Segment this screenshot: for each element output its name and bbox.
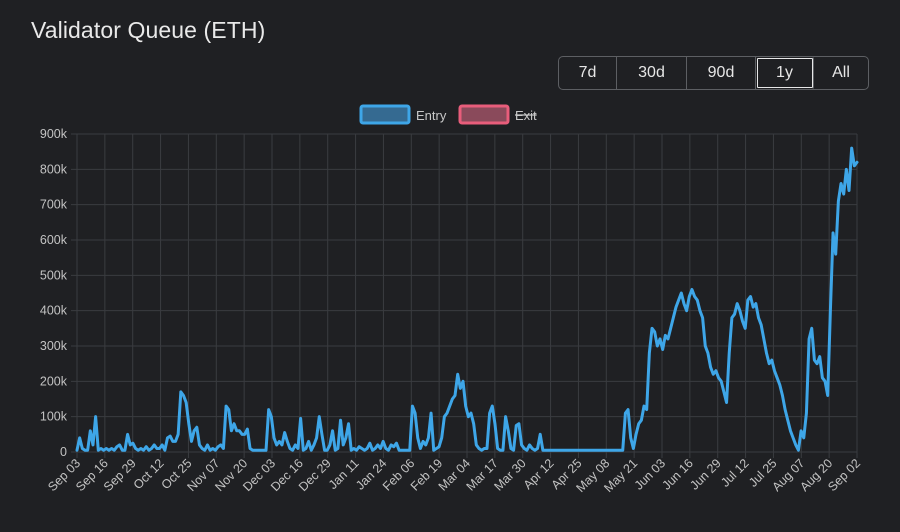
x-tick-label: Apr 12 — [521, 456, 557, 492]
y-tick-label: 300k — [40, 339, 68, 353]
legend-label-entry: Entry — [416, 108, 447, 123]
page-title: Validator Queue (ETH) — [31, 17, 266, 43]
y-tick-label: 200k — [40, 374, 68, 388]
legend-swatch-entry — [359, 104, 411, 125]
y-tick-label: 100k — [40, 410, 68, 424]
y-tick-label: 600k — [40, 233, 68, 247]
x-tick-label: Jul 12 — [718, 456, 752, 490]
x-tick-label: Oct 12 — [131, 456, 167, 492]
legend-item-exit[interactable]: Exit — [458, 104, 537, 125]
chart-grid — [71, 133, 858, 458]
range-button-all[interactable]: All — [814, 57, 868, 89]
y-tick-label: 900k — [40, 127, 68, 141]
y-tick-label: 500k — [40, 268, 68, 282]
legend-swatch-exit — [458, 104, 510, 125]
x-tick-label: Jun 29 — [687, 456, 723, 492]
legend: Entry Exit — [359, 104, 537, 125]
y-tick-label: 700k — [40, 198, 68, 212]
range-button-1y[interactable]: 1y — [756, 57, 814, 89]
time-range-selector: 7d 30d 90d 1y All — [558, 56, 869, 90]
y-tick-label: 400k — [40, 304, 68, 318]
y-tick-label: 800k — [40, 162, 68, 176]
legend-item-entry[interactable]: Entry — [359, 104, 447, 125]
range-button-30d[interactable]: 30d — [617, 57, 687, 89]
y-axis: 0 100k 200k 300k 400k 500k 600k 700k 800k 900k — [40, 127, 68, 459]
range-button-7d[interactable]: 7d — [559, 57, 617, 89]
series-layer — [75, 146, 859, 452]
y-tick-label: 0 — [60, 445, 67, 459]
series-line-entry — [75, 146, 859, 452]
x-tick-label: Mar 30 — [491, 456, 528, 493]
range-button-90d[interactable]: 90d — [687, 57, 756, 89]
